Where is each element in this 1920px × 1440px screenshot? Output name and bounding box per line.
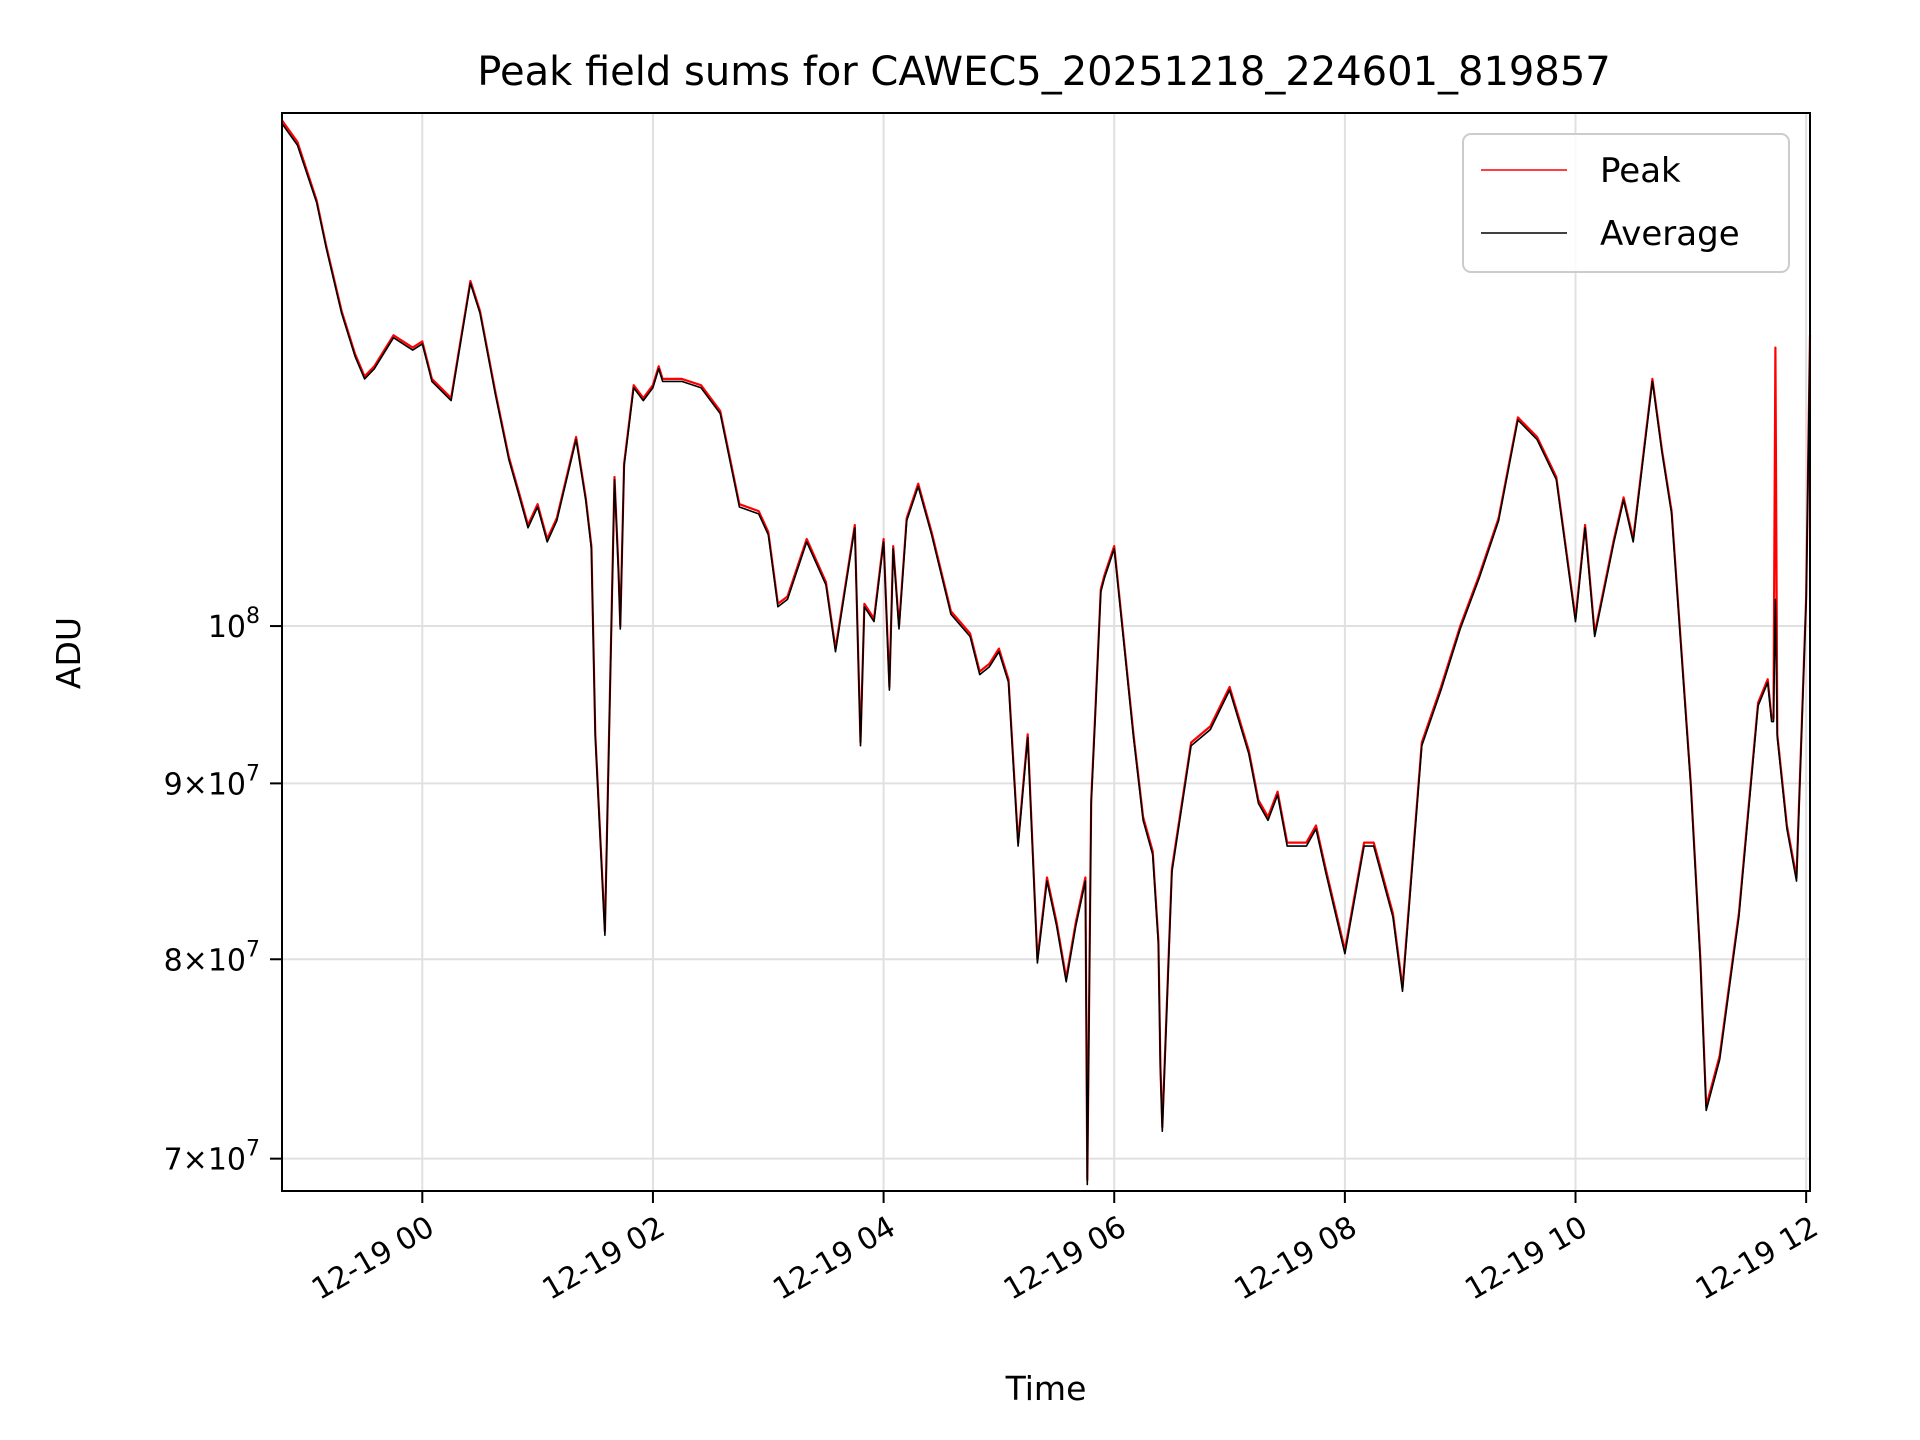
y-tick-label: 7×107	[164, 1137, 260, 1178]
y-axis-title: ADU	[49, 617, 88, 689]
grid	[282, 113, 1810, 1191]
plot-area-frame	[281, 112, 1811, 1192]
y-axis-ticks: 7×107 8×107 9×107 108	[164, 604, 282, 1178]
legend-label-average: Average	[1600, 214, 1740, 254]
legend-box	[1462, 133, 1790, 273]
y-tick-label: 108	[208, 604, 260, 645]
y-tick-label: 9×107	[164, 761, 260, 802]
series-lines	[281, 119, 1812, 1186]
legend-label-peak: Peak	[1600, 151, 1681, 191]
x-axis-title: Time	[1005, 1369, 1087, 1408]
chart-title: Peak field sums for CAWEC5_20251218_2246…	[477, 49, 1610, 95]
y-tick-label: 8×107	[164, 937, 260, 978]
series-line-average	[281, 123, 1811, 1186]
legend: Peak Average	[1462, 133, 1790, 273]
